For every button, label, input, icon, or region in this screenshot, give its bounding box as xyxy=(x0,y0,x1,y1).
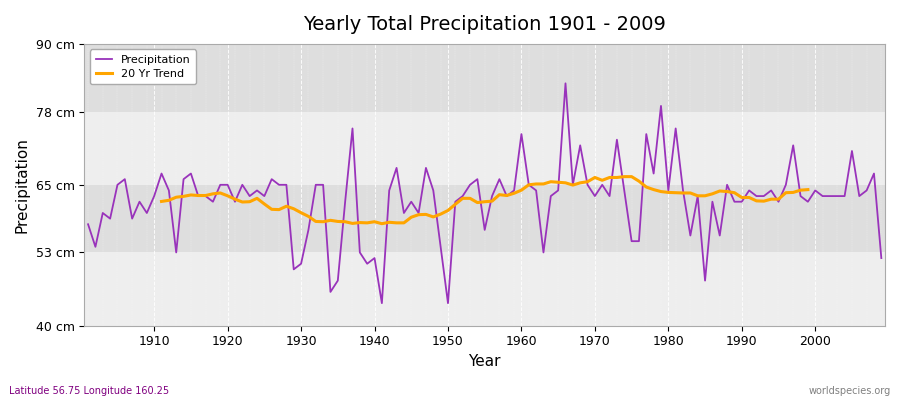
Line: 20 Yr Trend: 20 Yr Trend xyxy=(161,177,808,224)
20 Yr Trend xyxy=(743,195,754,200)
Precipitation xyxy=(876,256,886,260)
Line: Precipitation: Precipitation xyxy=(88,83,881,303)
Text: worldspecies.org: worldspecies.org xyxy=(809,386,891,396)
Bar xyxy=(85,112,885,185)
Legend: Precipitation, 20 Yr Trend: Precipitation, 20 Yr Trend xyxy=(90,50,196,84)
Bar xyxy=(85,185,885,252)
Bar xyxy=(85,252,885,326)
Text: Latitude 56.75 Longitude 160.25: Latitude 56.75 Longitude 160.25 xyxy=(9,386,169,396)
20 Yr Trend xyxy=(222,193,233,198)
Precipitation xyxy=(560,81,571,86)
20 Yr Trend xyxy=(494,192,505,197)
Precipitation xyxy=(516,132,526,136)
Y-axis label: Precipitation: Precipitation xyxy=(15,137,30,233)
20 Yr Trend xyxy=(237,200,248,204)
20 Yr Trend xyxy=(288,206,299,211)
Title: Yearly Total Precipitation 1901 - 2009: Yearly Total Precipitation 1901 - 2009 xyxy=(303,15,666,34)
20 Yr Trend xyxy=(376,221,387,226)
Precipitation xyxy=(141,210,152,215)
Precipitation xyxy=(83,222,94,227)
20 Yr Trend xyxy=(413,212,424,217)
Bar xyxy=(85,44,885,112)
20 Yr Trend xyxy=(156,199,166,204)
Precipitation xyxy=(347,126,358,131)
X-axis label: Year: Year xyxy=(469,354,501,369)
Precipitation xyxy=(303,228,314,232)
20 Yr Trend xyxy=(803,187,814,192)
20 Yr Trend xyxy=(626,174,637,179)
Precipitation xyxy=(524,182,535,187)
Precipitation xyxy=(376,301,387,306)
Precipitation xyxy=(619,188,630,193)
